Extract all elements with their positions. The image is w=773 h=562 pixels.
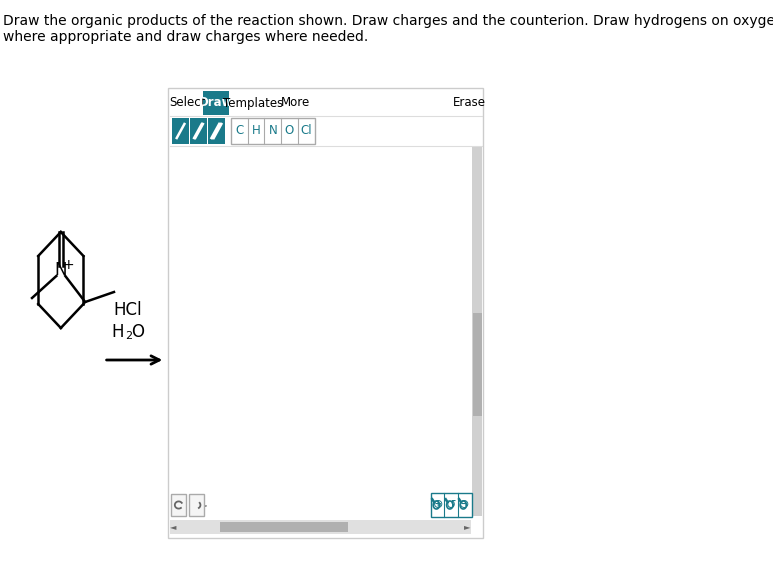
Text: where appropriate and draw charges where needed.: where appropriate and draw charges where… [2,30,368,44]
Text: ⊕: ⊕ [432,498,443,511]
Bar [170,116,482,146]
Bar [190,118,207,144]
Bar [472,146,482,516]
Text: N: N [55,261,67,279]
Bar [170,90,482,116]
Bar [171,494,186,516]
Text: Erase: Erase [453,97,486,110]
Bar [172,118,189,144]
Text: O: O [131,323,145,341]
Bar [431,493,472,517]
Bar [203,91,229,115]
Text: ↺: ↺ [446,498,456,511]
Text: ◄: ◄ [170,523,177,532]
Bar [169,88,483,538]
Bar [170,520,471,534]
Text: Templates: Templates [223,97,283,110]
Text: Cl: Cl [300,125,312,138]
Text: C: C [235,125,243,138]
Text: Draw: Draw [199,97,233,110]
Text: ►: ► [464,523,470,532]
Text: HCl: HCl [114,301,142,319]
Bar [230,118,315,144]
Text: Select: Select [169,97,206,110]
Text: Draw the organic products of the reaction shown. Draw charges and the counterion: Draw the organic products of the reactio… [2,14,773,28]
Bar [208,118,225,144]
Text: H: H [112,323,124,341]
Bar [189,494,204,516]
Text: More: More [281,97,311,110]
Text: ⊖: ⊖ [459,498,470,511]
Bar [472,312,482,416]
Text: 2: 2 [125,331,133,341]
Text: N: N [268,125,278,138]
Text: +: + [63,258,74,272]
Bar [220,522,348,532]
Text: O: O [284,125,294,138]
Text: H: H [252,125,261,138]
